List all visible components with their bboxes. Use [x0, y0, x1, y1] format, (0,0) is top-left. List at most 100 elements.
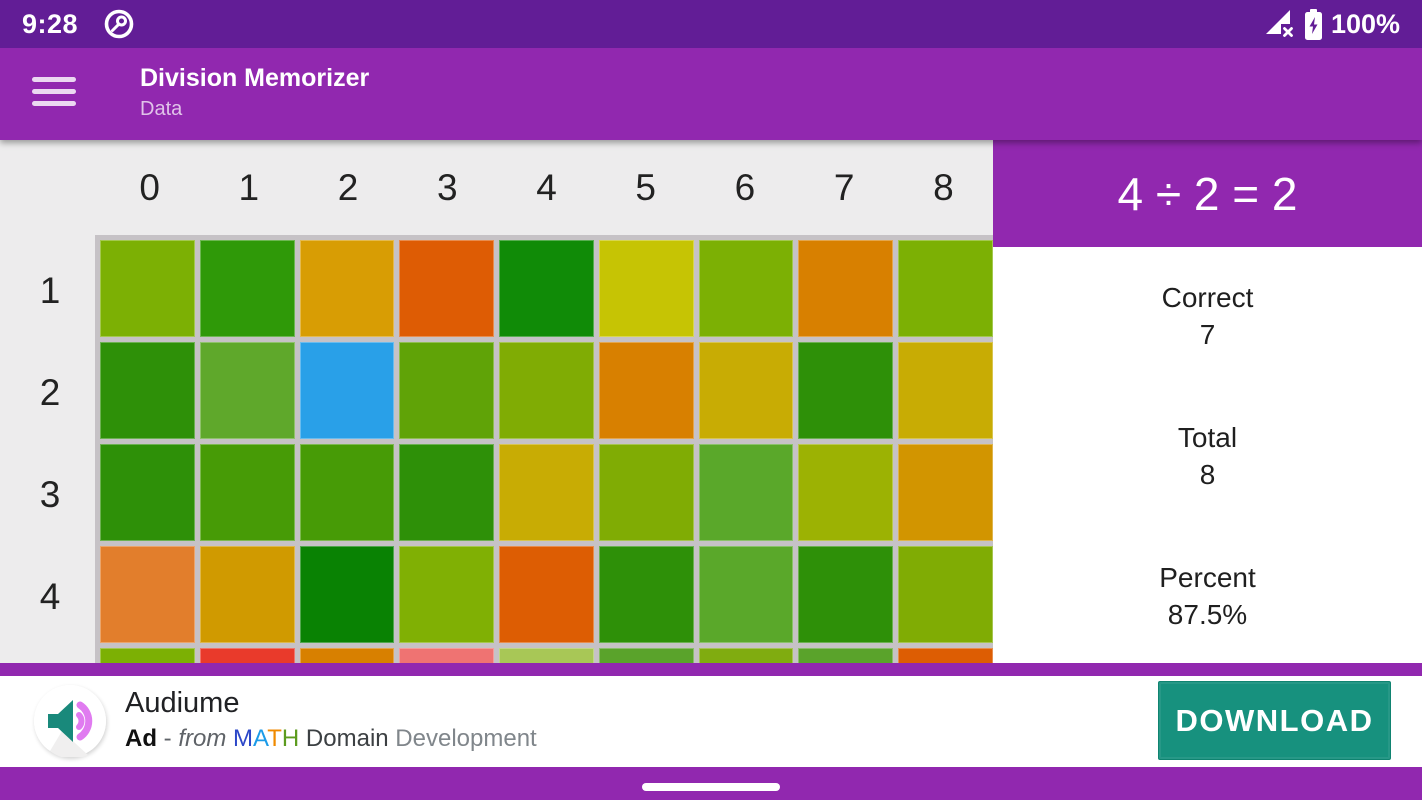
grid-cell-r2c2[interactable]: [299, 342, 395, 439]
grid-cell-r5c4[interactable]: [499, 648, 594, 663]
col-header-1: 1: [238, 166, 260, 208]
grid-cell-r1c1[interactable]: [199, 240, 295, 337]
app-title: Division Memorizer: [140, 64, 370, 92]
ad-tagline: Ad - from MATH Domain Development: [125, 722, 537, 756]
ad-tagline-part: M: [233, 725, 253, 752]
grid-cell-r5c0[interactable]: [100, 648, 195, 663]
app-bar-titles: Division Memorizer Data: [140, 62, 369, 124]
grid-cell-r2c7[interactable]: [798, 342, 894, 439]
grid-cell-r3c5[interactable]: [598, 444, 694, 541]
ad-tagline-part: H: [281, 725, 300, 752]
grid-cell-r1c5[interactable]: [598, 240, 694, 337]
grid-cell-r4c1[interactable]: [199, 546, 295, 643]
grid-cell-r1c7[interactable]: [798, 240, 894, 337]
grid-cell-r3c8[interactable]: [898, 444, 993, 541]
grid-cell-r4c4[interactable]: [499, 546, 594, 643]
stat-value: 8: [1199, 459, 1216, 490]
ad-tagline-part: [226, 725, 233, 752]
stat-label: Percent: [1159, 562, 1256, 593]
app-subtitle: Data: [140, 98, 183, 120]
grid-cell-r2c6[interactable]: [698, 342, 794, 439]
grid-cell-r4c0[interactable]: [100, 546, 195, 643]
grid-cell-r4c7[interactable]: [798, 546, 894, 643]
grid-cell-r4c8[interactable]: [898, 546, 993, 643]
grid-cells: [95, 235, 993, 663]
row-header-3: 3: [39, 474, 61, 515]
column-headers: 0 1 2 3 4 5 6 7 8: [100, 140, 993, 235]
grid-cell-r1c6[interactable]: [698, 240, 794, 337]
grid-cell-r3c7[interactable]: [798, 444, 894, 541]
grid-cell-r3c1[interactable]: [199, 444, 295, 541]
col-header-5: 5: [635, 166, 656, 208]
row-header-1: 1: [39, 270, 61, 311]
status-bar: 9:28 100: [0, 0, 1422, 48]
grid-cell-r1c4[interactable]: [499, 240, 594, 337]
clock: 9:28: [22, 8, 79, 39]
ad-tagline-part: -: [157, 725, 179, 752]
results-panel: 4 ÷ 2 = 2 Correct 7 Total 8 Percent 87.5%: [993, 140, 1422, 663]
stat-value: 7: [1199, 319, 1216, 350]
download-label: DOWNLOAD: [1175, 702, 1374, 738]
grid-cell-r2c4[interactable]: [499, 342, 594, 439]
grid-cell-r3c6[interactable]: [698, 444, 794, 541]
equation-text: 4 ÷ 2 = 2: [1117, 167, 1298, 220]
grid-cell-r4c5[interactable]: [598, 546, 694, 643]
row-header-2: 2: [39, 372, 61, 413]
grid-cell-r1c2[interactable]: [299, 240, 395, 337]
signal-no-internet-icon: [1264, 9, 1296, 39]
grid-cell-r5c1[interactable]: [199, 648, 295, 663]
menu-icon[interactable]: [32, 77, 76, 106]
ad-texts: Audiume Ad - from MATH Domain Developmen…: [125, 684, 537, 756]
grid-cell-r5c6[interactable]: [698, 648, 794, 663]
grid-cell-r3c4[interactable]: [499, 444, 594, 541]
col-header-8: 8: [933, 166, 954, 208]
grid-cell-r5c5[interactable]: [598, 648, 694, 663]
ad-banner[interactable]: Audiume Ad - from MATH Domain Developmen…: [0, 676, 1422, 767]
col-header-4: 4: [536, 166, 557, 208]
grid-cell-r5c3[interactable]: [399, 648, 495, 663]
col-header-3: 3: [436, 166, 458, 208]
ad-tagline-part: T: [267, 725, 282, 752]
col-header-6: 6: [734, 166, 756, 208]
grid-cell-r3c2[interactable]: [299, 444, 395, 541]
battery-percentage: 100%: [1330, 8, 1400, 39]
stat-value: 87.5%: [1167, 599, 1248, 630]
speaker-app-icon: [34, 685, 106, 759]
col-header-0: 0: [139, 166, 160, 208]
grid-cell-r1c0[interactable]: [100, 240, 195, 337]
ad-app-name: Audiume: [125, 687, 240, 719]
grid-cell-r4c6[interactable]: [698, 546, 794, 643]
division-grid: 0 1 2 3 4 5 6 7 8 1 2 3 4: [0, 140, 993, 663]
grid-cell-r4c2[interactable]: [299, 546, 395, 643]
ad-tagline-part: Development: [388, 725, 537, 752]
stats-list: Correct 7 Total 8 Percent 87.5%: [993, 247, 1422, 663]
stat-label: Total: [1177, 422, 1238, 453]
equation-banner: 4 ÷ 2 = 2: [993, 140, 1422, 247]
grid-cell-r1c8[interactable]: [898, 240, 993, 337]
screen-record-icon: [102, 7, 136, 41]
grid-cell-r5c2[interactable]: [299, 648, 395, 663]
stat-correct: Correct 7: [993, 279, 1422, 353]
grid-cell-r4c3[interactable]: [399, 546, 495, 643]
grid-cell-r3c0[interactable]: [100, 444, 195, 541]
stat-label: Correct: [1161, 282, 1254, 313]
grid-cell-r5c8[interactable]: [898, 648, 993, 663]
ad-tagline-part: Domain: [299, 725, 389, 752]
grid-cell-r2c8[interactable]: [898, 342, 993, 439]
grid-cell-r1c3[interactable]: [399, 240, 495, 337]
ad-tagline-part: from: [178, 725, 227, 752]
navigation-bar: [0, 767, 1422, 800]
grid-cell-r5c7[interactable]: [798, 648, 894, 663]
battery-charging-icon: [1304, 8, 1322, 40]
download-button[interactable]: DOWNLOAD: [1158, 681, 1391, 760]
ad-tagline-part: A: [253, 725, 268, 752]
grid-cell-r2c3[interactable]: [399, 342, 495, 439]
grid-cell-r2c0[interactable]: [100, 342, 195, 439]
home-gesture-pill[interactable]: [642, 783, 780, 791]
stat-percent: Percent 87.5%: [993, 559, 1422, 633]
grid-cell-r2c5[interactable]: [598, 342, 694, 439]
app-bar: Division Memorizer Data: [0, 48, 1422, 140]
grid-cell-r2c1[interactable]: [199, 342, 295, 439]
grid-cell-r3c3[interactable]: [399, 444, 495, 541]
